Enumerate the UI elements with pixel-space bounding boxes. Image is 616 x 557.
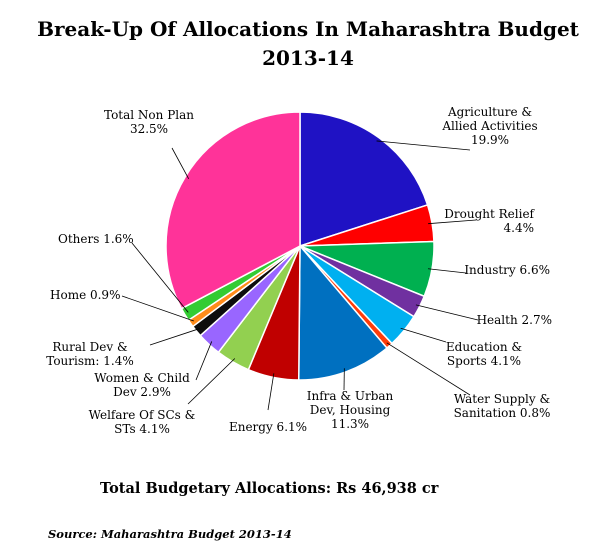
pie-slice-0 xyxy=(299,111,429,248)
slice-label-9: Women & Child Dev 2.9% xyxy=(94,371,190,399)
leader-line-2 xyxy=(427,268,467,274)
pie-slice-13 xyxy=(165,111,301,310)
total-allocation-note: Total Budgetary Allocations: Rs 46,938 c… xyxy=(100,480,439,497)
leader-line-7 xyxy=(267,373,275,411)
leader-line-10 xyxy=(149,328,200,346)
slice-label-12: Others 1.6% xyxy=(58,232,134,246)
slice-label-6: Infra & Urban Dev, Housing 11.3% xyxy=(307,389,394,431)
leader-line-0 xyxy=(376,140,471,151)
slice-label-4: Education & Sports 4.1% xyxy=(446,340,522,368)
leader-line-9 xyxy=(195,341,213,381)
chart-title: Break-Up Of Allocations In Maharashtra B… xyxy=(37,17,579,41)
slice-label-3: Health 2.7% xyxy=(477,313,552,327)
slice-label-2: Industry 6.6% xyxy=(464,263,550,277)
slice-label-8: Welfare Of SCs & STs 4.1% xyxy=(89,408,196,436)
leader-line-11 xyxy=(121,295,194,322)
leader-line-4 xyxy=(400,327,447,343)
slice-label-0: Agriculture & Allied Activities 19.9% xyxy=(441,105,537,147)
source-note: Source: Maharashtra Budget 2013-14 xyxy=(48,527,292,541)
leader-line-8 xyxy=(187,358,236,405)
leader-line-13 xyxy=(171,147,190,180)
chart-title-year: 2013-14 xyxy=(262,46,354,70)
slice-label-1: Drought Relief 4.4% xyxy=(444,207,535,235)
slice-label-13: Total Non Plan 32.5% xyxy=(104,108,194,136)
pie-slice-6 xyxy=(297,243,388,381)
slice-label-10: Rural Dev & Tourism: 1.4% xyxy=(46,340,133,368)
slice-label-7: Energy 6.1% xyxy=(229,420,307,434)
slice-label-11: Home 0.9% xyxy=(50,288,120,302)
leader-line-1 xyxy=(428,219,477,225)
slice-label-5: Water Supply & Sanitation 0.8% xyxy=(454,392,551,420)
leader-line-12 xyxy=(131,242,189,313)
leader-line-3 xyxy=(415,304,479,321)
leader-line-5 xyxy=(386,342,471,396)
